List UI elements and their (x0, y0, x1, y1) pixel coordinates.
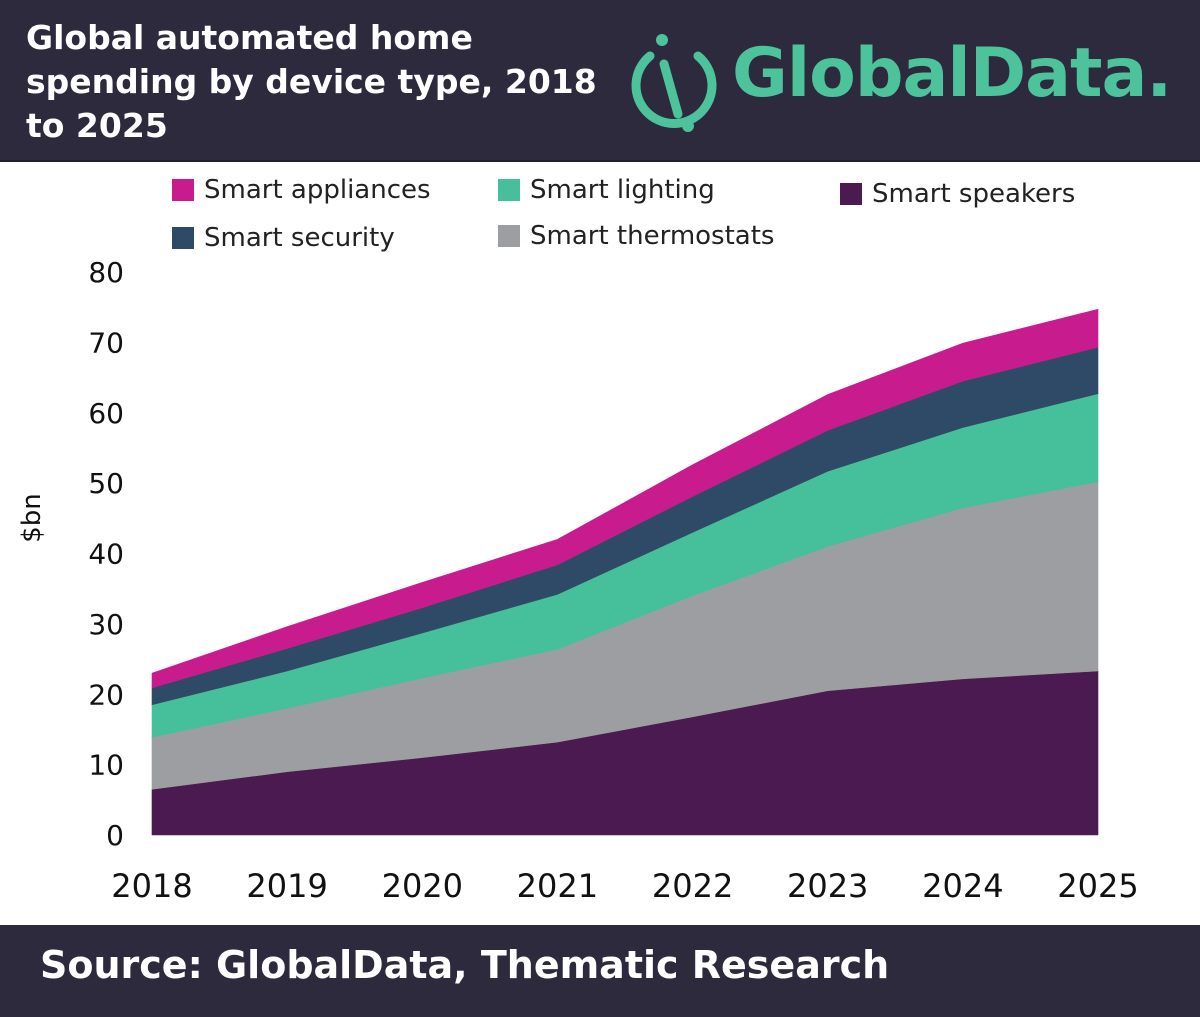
legend-swatch (172, 227, 194, 249)
y-tick-label: 20 (88, 678, 124, 711)
logo-wordmark: GlobalData. (732, 34, 1172, 113)
legend-item-smart-appliances: Smart appliances (172, 175, 431, 205)
title-line-3: to 2025 (26, 106, 168, 145)
legend-item-smart-security: Smart security (172, 223, 395, 253)
source-note: Source: GlobalData, Thematic Research (40, 943, 890, 987)
legend-label: Smart security (204, 223, 395, 253)
x-tick-label: 2020 (382, 867, 463, 905)
y-tick-label: 10 (88, 749, 124, 782)
y-axis-label: $bn (17, 493, 47, 543)
title-line-2: spending by device type, 2018 (26, 62, 597, 101)
y-tick-label: 50 (88, 467, 124, 500)
y-tick-label: 30 (88, 608, 124, 641)
x-tick-label: 2019 (246, 867, 327, 905)
legend-label: Smart lighting (530, 175, 715, 205)
legend-label: Smart appliances (204, 175, 431, 205)
legend-label: Smart thermostats (530, 221, 775, 251)
stacked-area-chart: 0 10 20 30 40 50 60 70 80 2018 2019 2020 2021 2022 202… (17, 256, 1139, 905)
legend-item-smart-thermostats: Smart thermostats (498, 221, 774, 251)
area-smart-appliances (151, 308, 1099, 689)
footer-bar: Source: GlobalData, Thematic Research (0, 925, 1200, 1017)
y-tick-label: 60 (88, 397, 124, 430)
x-tick-label: 2024 (922, 867, 1003, 905)
y-tick-label: 0 (106, 819, 124, 852)
x-tick-label: 2023 (787, 867, 868, 905)
chart-legend: Smart appliances Smart lighting Smart sp… (0, 165, 1200, 260)
legend-swatch (840, 183, 862, 205)
legend-swatch (172, 179, 194, 201)
legend-swatch (498, 179, 520, 201)
y-tick-label: 40 (88, 538, 124, 571)
header-bar: Global automated home spending by device… (0, 0, 1200, 162)
legend-item-smart-lighting: Smart lighting (498, 175, 715, 205)
globaldata-logo: GlobalData. (620, 26, 1180, 136)
x-tick-label: 2022 (652, 867, 733, 905)
x-tick-label: 2018 (111, 867, 192, 905)
legend-label: Smart speakers (872, 179, 1076, 209)
title-line-1: Global automated home (26, 18, 473, 57)
y-tick-label: 70 (88, 326, 124, 359)
chart-title: Global automated home spending by device… (26, 16, 606, 148)
x-tick-label: 2025 (1057, 867, 1138, 905)
globaldata-logo-icon (631, 34, 717, 132)
legend-swatch (498, 225, 520, 247)
legend-item-smart-speakers: Smart speakers (840, 179, 1075, 209)
y-tick-label: 80 (88, 256, 124, 289)
x-tick-label: 2021 (517, 867, 598, 905)
